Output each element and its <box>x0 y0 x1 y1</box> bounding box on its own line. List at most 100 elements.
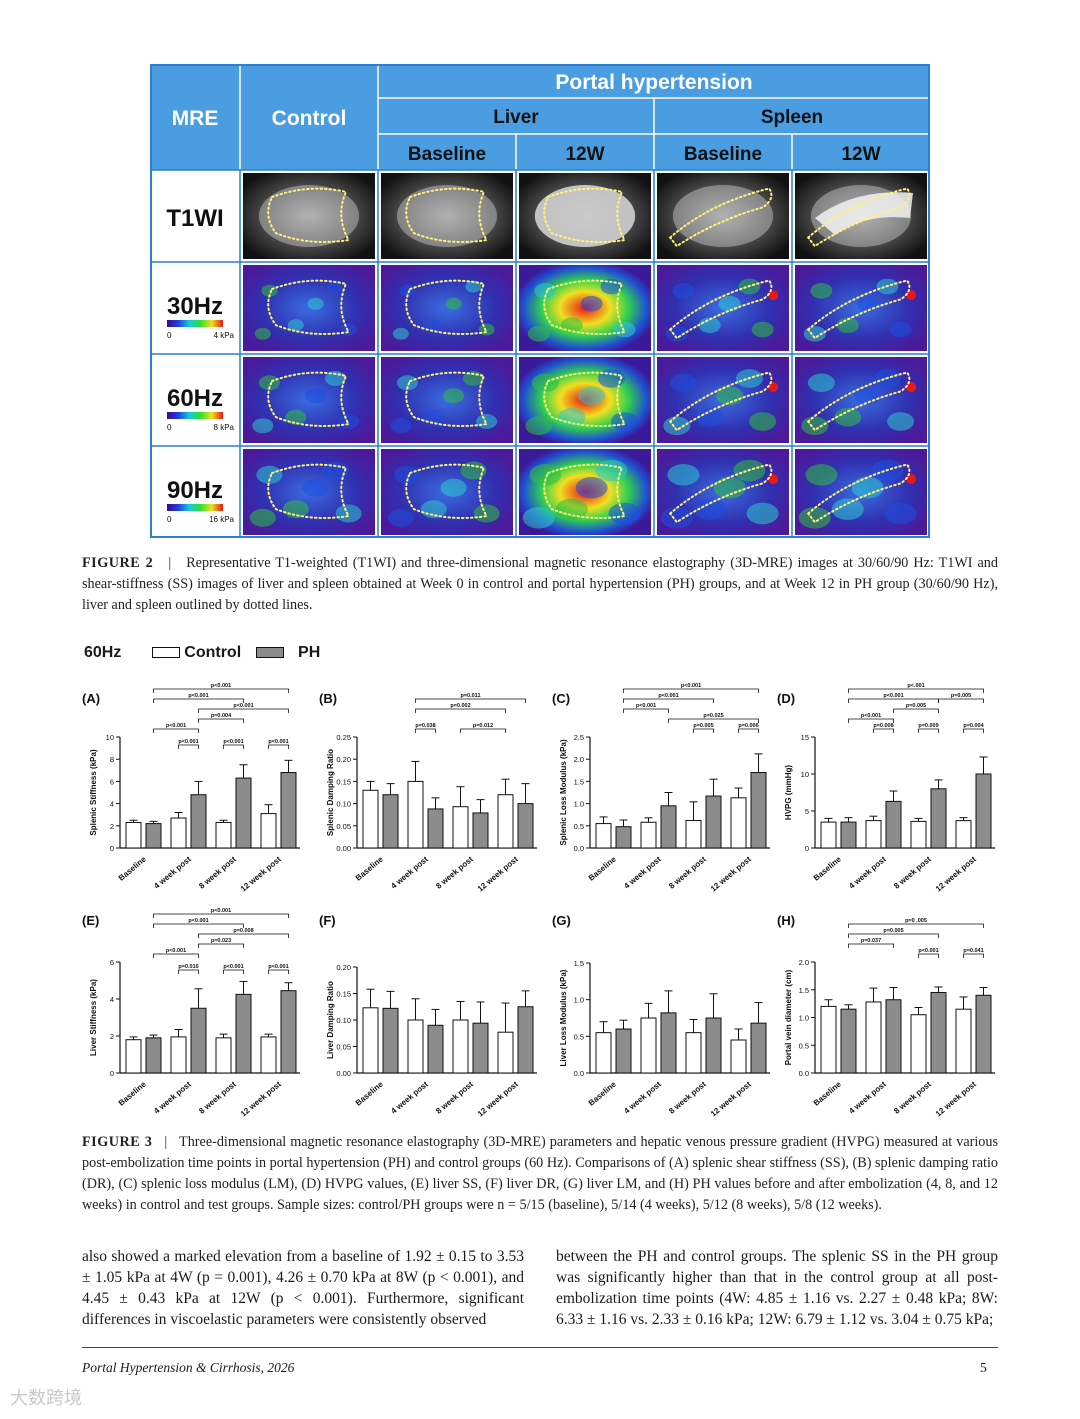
y-tick-label: 2 <box>110 1032 114 1041</box>
row-label-cell <box>150 446 240 538</box>
significance-bracket <box>848 718 894 723</box>
significance-bracket <box>738 728 759 733</box>
control-bar <box>260 813 277 849</box>
x-tick-label: 4 week post <box>622 854 663 890</box>
x-tick-label: 4 week post <box>389 1079 430 1115</box>
heat-texture-blob <box>396 375 418 391</box>
legend-ph-label: PH <box>298 644 321 661</box>
heat-texture-blob <box>663 416 691 436</box>
header-mre: MRE <box>172 107 219 130</box>
heat-texture-blob <box>578 386 606 406</box>
control-bar <box>910 820 927 849</box>
y-tick-label: 0.20 <box>336 963 351 972</box>
p-value-label: p<0.001 <box>166 948 186 954</box>
x-tick-label: Baseline <box>354 854 385 882</box>
y-tick-label: 0.0 <box>574 844 584 853</box>
significance-bracket <box>223 744 244 749</box>
significance-bracket <box>153 923 244 928</box>
heat-texture-blob <box>555 498 588 520</box>
colorbar-min: 0 <box>167 515 172 524</box>
significance-bracket <box>198 708 289 713</box>
body-text-left: also showed a marked elevation from a ba… <box>82 1248 524 1328</box>
p-value-label: p<0.001 <box>223 739 243 745</box>
mre-image-tile <box>243 173 375 259</box>
ph-bar <box>705 1017 722 1074</box>
p-value-label: p=0.004 <box>211 713 232 719</box>
heat-texture-blob <box>798 507 831 529</box>
significance-bracket <box>963 953 984 958</box>
heat-texture-blob <box>669 373 697 393</box>
p-value-label: p<0.001 <box>211 683 231 689</box>
p-value-label: p=0.011 <box>460 693 480 699</box>
ph-bar <box>427 1024 444 1074</box>
organ-outline-dotted <box>806 187 911 248</box>
ph-bar <box>235 777 252 849</box>
organ-outline-dotted <box>806 279 911 340</box>
p-value-label: p=0.008 <box>873 723 893 729</box>
heat-texture-blob <box>305 388 327 404</box>
significance-bracket <box>153 728 199 733</box>
significance-bracket <box>153 698 244 703</box>
y-tick-label: 1.5 <box>574 777 584 786</box>
ph-bar <box>280 772 297 849</box>
heat-hotspot <box>906 382 917 393</box>
heat-texture-blob <box>810 283 833 299</box>
y-tick-label: 2.0 <box>574 755 584 764</box>
control-bar <box>260 1036 277 1074</box>
p-value-label: p<0.001 <box>268 739 288 745</box>
heat-texture-blob <box>575 476 608 499</box>
heat-texture-blob <box>282 500 309 519</box>
control-bar <box>595 823 612 849</box>
figure-3-charts: (A) Splenic Stiffness (kPa) 0 2 4 6 8 10 Baselin… <box>82 683 995 1119</box>
significance-bracket <box>848 933 939 938</box>
row-label-cell <box>150 170 240 262</box>
x-tick-label: 12 week post <box>476 854 520 893</box>
row-label-cell <box>150 354 240 446</box>
y-tick-label: 4 <box>110 800 114 809</box>
control-bar <box>820 821 837 849</box>
control-bar <box>685 819 702 849</box>
control-bar <box>215 821 232 849</box>
y-axis-label: Portal vein diameter (cm) <box>784 969 793 1065</box>
footer-journal: Portal Hypertension & Cirrhosis, 2026 <box>82 1360 295 1375</box>
heat-texture-blob <box>425 319 442 332</box>
p-value-label: p=0.016 <box>178 964 198 970</box>
heat-texture-blob <box>597 369 625 388</box>
colorbar-30Hz <box>167 320 223 327</box>
x-tick-label: 12 week post <box>239 854 283 893</box>
x-tick-label: Baseline <box>812 854 843 882</box>
t1wi-organ-shading <box>534 185 636 247</box>
significance-bracket <box>693 728 714 733</box>
heat-texture-blob <box>335 504 362 523</box>
y-tick-label: 0.00 <box>336 1069 351 1078</box>
control-bar <box>452 1019 469 1074</box>
y-tick-label: 6 <box>110 958 114 967</box>
y-tick-label: 0.15 <box>336 777 351 786</box>
panel-label: (A) <box>82 691 100 706</box>
x-tick-label: 8 week post <box>434 854 475 890</box>
y-tick-label: 0.10 <box>336 800 351 809</box>
x-tick-label: 4 week post <box>622 1079 663 1115</box>
heat-texture-blob <box>672 283 695 299</box>
figure-3-caption: FIGURE 3 | Three-dimensional magnetic re… <box>82 1134 999 1213</box>
control-bar <box>170 817 187 849</box>
heat-texture-blob <box>560 317 583 333</box>
panel-label: (E) <box>82 913 99 928</box>
heat-texture-blob <box>889 321 912 338</box>
y-tick-label: 2.5 <box>574 733 584 742</box>
x-tick-label: 12 week post <box>934 1079 978 1118</box>
ph-bar <box>382 1007 399 1074</box>
significance-bracket <box>938 698 984 703</box>
heat-texture-blob <box>595 459 628 482</box>
heat-texture-blob <box>322 461 349 480</box>
p-value-label: p<0.001 <box>658 693 678 699</box>
panel-label: (B) <box>319 691 337 706</box>
heat-texture-blob <box>387 508 414 527</box>
control-bar <box>125 1039 142 1074</box>
ph-bar <box>615 826 632 849</box>
control-bar <box>640 1017 657 1074</box>
heat-texture-blob <box>420 500 447 519</box>
ph-bar <box>235 993 252 1074</box>
control-bar <box>955 1008 972 1074</box>
ph-bar <box>382 794 399 849</box>
